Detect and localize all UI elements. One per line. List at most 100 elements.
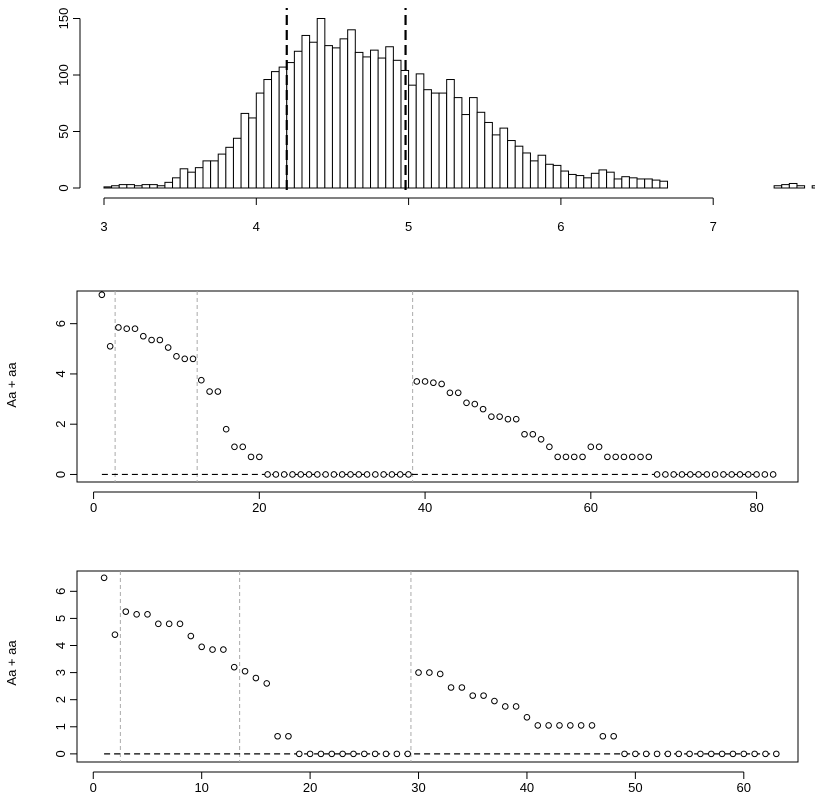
histogram-bar: [217, 153, 227, 189]
data-point: [314, 471, 321, 478]
data-point: [479, 405, 487, 413]
data-point: [523, 713, 531, 721]
histogram-bar: [461, 114, 471, 189]
data-point: [469, 692, 477, 699]
data-point: [675, 750, 683, 758]
histogram-bar: [263, 79, 273, 189]
data-point: [567, 722, 574, 729]
histogram-bar: [491, 134, 501, 189]
data-point: [239, 443, 247, 451]
data-point: [100, 574, 108, 582]
plot-frame: [76, 290, 799, 483]
data-point: [447, 684, 455, 691]
histogram-panel: 0 50 100 150 3 4 5 6 7: [56, 8, 815, 234]
data-point: [653, 750, 661, 758]
data-point: [534, 722, 542, 729]
data-point: [173, 353, 180, 360]
y-tick-label: 4: [53, 642, 68, 649]
y-tick-label: 5: [53, 615, 68, 622]
data-point: [361, 750, 368, 758]
data-point: [181, 355, 189, 363]
histogram-bar: [415, 73, 425, 189]
data-point: [405, 471, 412, 478]
data-point: [678, 471, 686, 478]
y-tick-label: 2: [53, 696, 68, 703]
histogram-bar: [225, 146, 234, 189]
x-tick-label: 40: [520, 780, 534, 795]
y-tick-label: 150: [56, 8, 71, 30]
y-tick-label: 0: [53, 750, 68, 757]
data-point: [670, 471, 677, 478]
data-point: [529, 430, 537, 438]
histogram-bar: [499, 127, 509, 189]
data-point: [317, 750, 325, 758]
data-point: [562, 453, 570, 461]
x-tick-label: 3: [100, 219, 107, 234]
data-point: [122, 608, 130, 615]
data-point: [123, 325, 131, 332]
y-axis-label: Aa + aa: [4, 640, 19, 686]
data-point: [339, 750, 346, 758]
data-point: [632, 750, 639, 758]
data-point: [106, 342, 114, 350]
data-point: [382, 750, 390, 758]
histogram-bar: [354, 51, 364, 189]
data-point: [209, 646, 216, 653]
y-tick-label: 0: [53, 471, 68, 478]
data-point: [703, 471, 711, 478]
data-point: [637, 453, 644, 461]
data-point: [115, 324, 122, 331]
x-tick-label: 20: [252, 500, 266, 515]
data-point: [380, 471, 387, 478]
histogram-bar: [613, 178, 623, 189]
histogram-bar: [164, 181, 174, 189]
histogram-bar: [560, 170, 570, 189]
data-point: [222, 425, 230, 433]
data-point: [458, 684, 466, 691]
histogram-bar: [194, 167, 204, 189]
data-point: [579, 453, 586, 461]
data-point: [144, 611, 151, 618]
data-point: [645, 453, 653, 461]
data-point: [230, 663, 238, 671]
data-point: [488, 413, 495, 420]
histogram-bar: [788, 182, 798, 189]
data-point: [736, 471, 744, 478]
data-point: [769, 471, 777, 478]
data-point: [556, 722, 563, 729]
data-point: [463, 399, 470, 407]
x-tick-label: 60: [737, 780, 751, 795]
data-point: [620, 453, 628, 461]
data-point: [289, 471, 296, 478]
data-point: [570, 453, 578, 461]
histogram-bar: [377, 57, 387, 189]
histogram-bar: [430, 92, 440, 189]
histogram-bar: [111, 185, 120, 189]
y-tick-label: 50: [56, 124, 71, 138]
histogram-bar: [781, 184, 790, 189]
data-point: [707, 750, 715, 758]
histogram-bar: [301, 34, 311, 189]
data-point: [761, 471, 769, 478]
x-tick-label: 7: [710, 219, 717, 234]
data-point: [512, 415, 520, 423]
histogram-bar: [331, 47, 341, 189]
histogram-bar: [240, 112, 250, 189]
histogram-bar: [103, 186, 113, 189]
data-point: [413, 378, 421, 385]
data-point: [430, 379, 437, 387]
histogram-bar: [651, 179, 661, 189]
data-point: [496, 413, 503, 420]
histogram-bar: [232, 137, 242, 189]
histogram-bar: [187, 171, 196, 189]
data-point: [148, 336, 155, 344]
data-point: [247, 453, 255, 461]
data-point: [621, 750, 628, 758]
data-point: [165, 620, 173, 628]
histogram-bar: [811, 185, 815, 189]
data-point: [512, 703, 520, 710]
data-point: [371, 750, 379, 758]
data-point: [350, 750, 357, 758]
